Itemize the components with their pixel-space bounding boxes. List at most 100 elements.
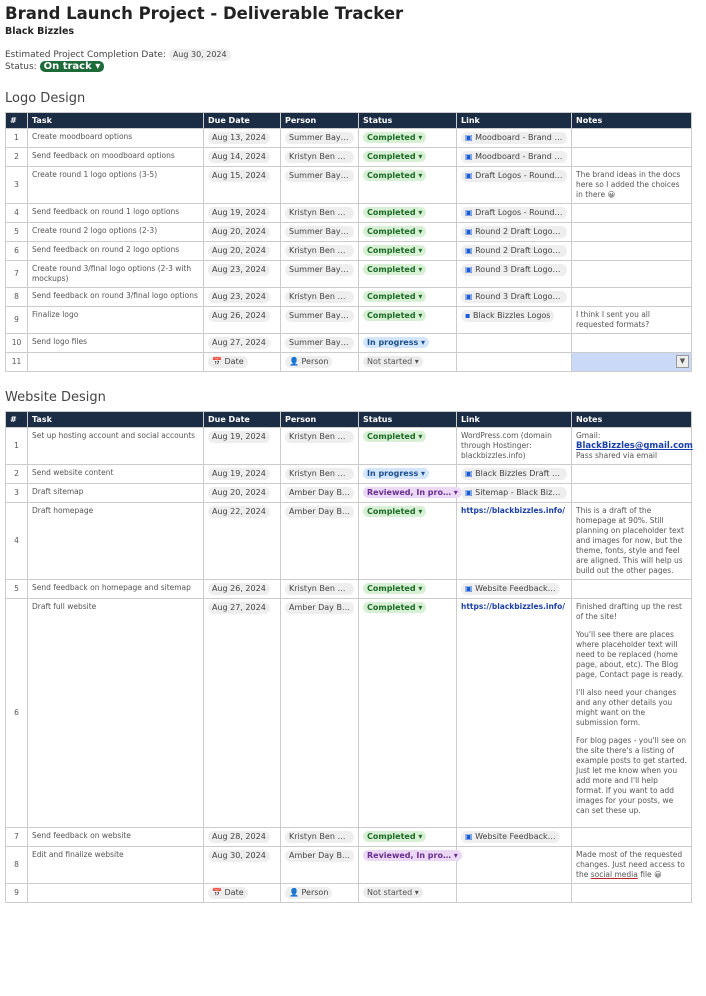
status-dropdown[interactable]: Completed ▾ xyxy=(363,132,427,143)
task-cell[interactable]: Send website content xyxy=(27,464,204,484)
person-cell[interactable]: Amber Day B… xyxy=(280,598,359,828)
due-date-cell[interactable]: Aug 20, 2024 xyxy=(203,222,281,242)
link-cell[interactable]: https://blackbizzles.info/ xyxy=(456,598,572,828)
due-date-chip[interactable]: Aug 20, 2024 xyxy=(208,226,270,238)
due-date-cell[interactable]: Aug 27, 2024 xyxy=(203,333,281,353)
status-cell[interactable]: Reviewed, In pro… ▾ xyxy=(358,483,462,503)
status-cell[interactable]: In progress ▾ xyxy=(358,464,457,484)
task-cell[interactable]: Send logo files xyxy=(27,333,204,353)
status-dropdown[interactable]: Reviewed, In pro… ▾ xyxy=(363,487,462,498)
link-chip[interactable]: ▣ Website Feedback… xyxy=(461,583,560,595)
status-cell[interactable]: Completed ▾ xyxy=(358,222,457,242)
notes-cell[interactable]: ▼ xyxy=(571,352,692,372)
link-chip[interactable]: ▣ Round 2 Draft Logos … xyxy=(461,245,567,257)
column-header[interactable]: Link xyxy=(456,112,572,129)
link-chip[interactable]: ▣ Black Bizzles Draft C… xyxy=(461,468,567,480)
due-date-cell[interactable]: Aug 19, 2024 xyxy=(203,427,281,465)
link-cell[interactable] xyxy=(456,333,572,353)
person-cell[interactable]: Kristyn Ben S… xyxy=(280,579,359,599)
notes-cell[interactable] xyxy=(571,128,692,148)
person-chip[interactable]: Summer Bay Te… xyxy=(285,264,354,276)
status-cell[interactable]: Completed ▾ xyxy=(358,203,457,223)
due-date-chip[interactable]: Aug 23, 2024 xyxy=(208,291,270,303)
person-cell[interactable]: Kristyn Ben S… xyxy=(280,203,359,223)
task-cell[interactable]: Send feedback on homepage and sitemap xyxy=(27,579,204,599)
column-header[interactable]: # xyxy=(5,112,28,129)
column-header[interactable]: Due Date xyxy=(203,112,281,129)
person-cell[interactable]: Summer Bay Te… xyxy=(280,128,359,148)
dropdown-arrow-icon[interactable]: ▼ xyxy=(676,355,689,368)
due-date-cell[interactable]: Aug 14, 2024 xyxy=(203,147,281,167)
due-date-chip[interactable]: Aug 19, 2024 xyxy=(208,431,270,443)
due-date-cell[interactable]: Aug 19, 2024 xyxy=(203,464,281,484)
task-cell[interactable]: Send feedback on round 2 logo options xyxy=(27,241,204,261)
completion-date-chip[interactable]: Aug 30, 2024 xyxy=(168,49,231,61)
link-chip[interactable]: ▣ Round 3 Draft Logos … xyxy=(461,291,567,303)
project-status-dropdown[interactable]: On track ▾ xyxy=(39,61,105,72)
person-cell[interactable]: 👤 Person xyxy=(280,352,359,372)
due-date-chip[interactable]: Aug 19, 2024 xyxy=(208,207,270,219)
notes-cell[interactable] xyxy=(571,333,692,353)
person-chip[interactable]: Kristyn Ben S… xyxy=(285,207,354,219)
due-date-cell[interactable]: Aug 19, 2024 xyxy=(203,203,281,223)
link-chip[interactable]: ▣ Draft Logos - Round 1… xyxy=(461,170,567,182)
task-cell[interactable]: Create round 1 logo options (3-5) xyxy=(27,166,204,204)
due-date-cell[interactable]: 📅 Date xyxy=(203,352,281,372)
email-link[interactable]: BlackBizzles@gmail.com xyxy=(576,441,693,451)
task-cell[interactable]: Draft full website xyxy=(27,598,204,828)
status-dropdown[interactable]: Completed ▾ xyxy=(363,264,427,275)
column-header[interactable]: Person xyxy=(280,411,359,428)
person-chip[interactable]: Amber Day B… xyxy=(285,506,354,518)
notes-cell[interactable] xyxy=(571,579,692,599)
task-cell[interactable]: Edit and finalize website xyxy=(27,846,204,884)
person-chip[interactable]: 👤 Person xyxy=(285,887,333,899)
status-dropdown[interactable]: Completed ▾ xyxy=(363,602,427,613)
status-dropdown[interactable]: Completed ▾ xyxy=(363,291,427,302)
link-cell[interactable] xyxy=(456,352,572,372)
status-cell[interactable]: Completed ▾ xyxy=(358,427,457,465)
link-cell[interactable]: ▣ Round 2 Draft Logos … xyxy=(456,222,572,242)
column-header[interactable]: Task xyxy=(27,411,204,428)
link-chip[interactable]: ▣ Website Feedback… xyxy=(461,831,560,843)
person-cell[interactable]: Kristyn Ben S… xyxy=(280,427,359,465)
person-chip[interactable]: 👤 Person xyxy=(285,356,333,368)
link-url[interactable]: https://blackbizzles.info/ xyxy=(461,506,565,515)
task-cell[interactable]: Create round 3/final logo options (2-3 w… xyxy=(27,260,204,288)
notes-cell[interactable] xyxy=(571,147,692,167)
status-cell[interactable]: Completed ▾ xyxy=(358,287,457,307)
task-cell[interactable]: Finalize logo xyxy=(27,306,204,334)
due-date-chip[interactable]: 📅 Date xyxy=(208,356,248,368)
link-chip[interactable]: ▣ Draft Logos - Round 1… xyxy=(461,207,567,219)
column-header[interactable]: # xyxy=(5,411,28,428)
due-date-chip[interactable]: Aug 26, 2024 xyxy=(208,583,270,595)
notes-cell[interactable] xyxy=(571,241,692,261)
due-date-cell[interactable]: Aug 23, 2024 xyxy=(203,287,281,307)
person-cell[interactable]: Summer Bay Te… xyxy=(280,166,359,204)
link-cell[interactable] xyxy=(456,846,572,884)
status-dropdown[interactable]: Completed ▾ xyxy=(363,583,427,594)
task-cell[interactable]: Send feedback on round 3/final logo opti… xyxy=(27,287,204,307)
due-date-chip[interactable]: Aug 28, 2024 xyxy=(208,831,270,843)
person-chip[interactable]: Summer Bay Te… xyxy=(285,337,354,349)
status-cell[interactable]: Completed ▾ xyxy=(358,166,457,204)
link-cell[interactable]: https://blackbizzles.info/ xyxy=(456,502,572,580)
task-cell[interactable]: Draft sitemap xyxy=(27,483,204,503)
person-cell[interactable]: Kristyn Ben S… xyxy=(280,147,359,167)
person-chip[interactable]: Kristyn Ben S… xyxy=(285,831,354,843)
notes-cell[interactable]: Gmail: BlackBizzles@gmail.com Pass shared … xyxy=(571,427,693,465)
person-chip[interactable]: Kristyn Ben S… xyxy=(285,291,354,303)
due-date-cell[interactable]: Aug 30, 2024 xyxy=(203,846,281,884)
link-cell[interactable]: WordPress.com (domain through Hostinger:… xyxy=(456,427,572,465)
due-date-chip[interactable]: Aug 19, 2024 xyxy=(208,468,270,480)
due-date-chip[interactable]: Aug 30, 2024 xyxy=(208,850,270,862)
status-cell[interactable]: Completed ▾ xyxy=(358,579,457,599)
due-date-chip[interactable]: Aug 26, 2024 xyxy=(208,310,270,322)
notes-cell[interactable] xyxy=(571,883,692,903)
status-cell[interactable]: Not started ▾ xyxy=(358,352,457,372)
status-cell[interactable]: Completed ▾ xyxy=(358,827,457,847)
link-url[interactable]: https://blackbizzles.info/ xyxy=(461,602,565,611)
notes-cell[interactable]: The brand ideas in the docs here so I ad… xyxy=(571,166,692,204)
due-date-chip[interactable]: Aug 23, 2024 xyxy=(208,264,270,276)
link-cell[interactable]: ▣ Round 2 Draft Logos … xyxy=(456,241,572,261)
status-dropdown[interactable]: Completed ▾ xyxy=(363,431,427,442)
